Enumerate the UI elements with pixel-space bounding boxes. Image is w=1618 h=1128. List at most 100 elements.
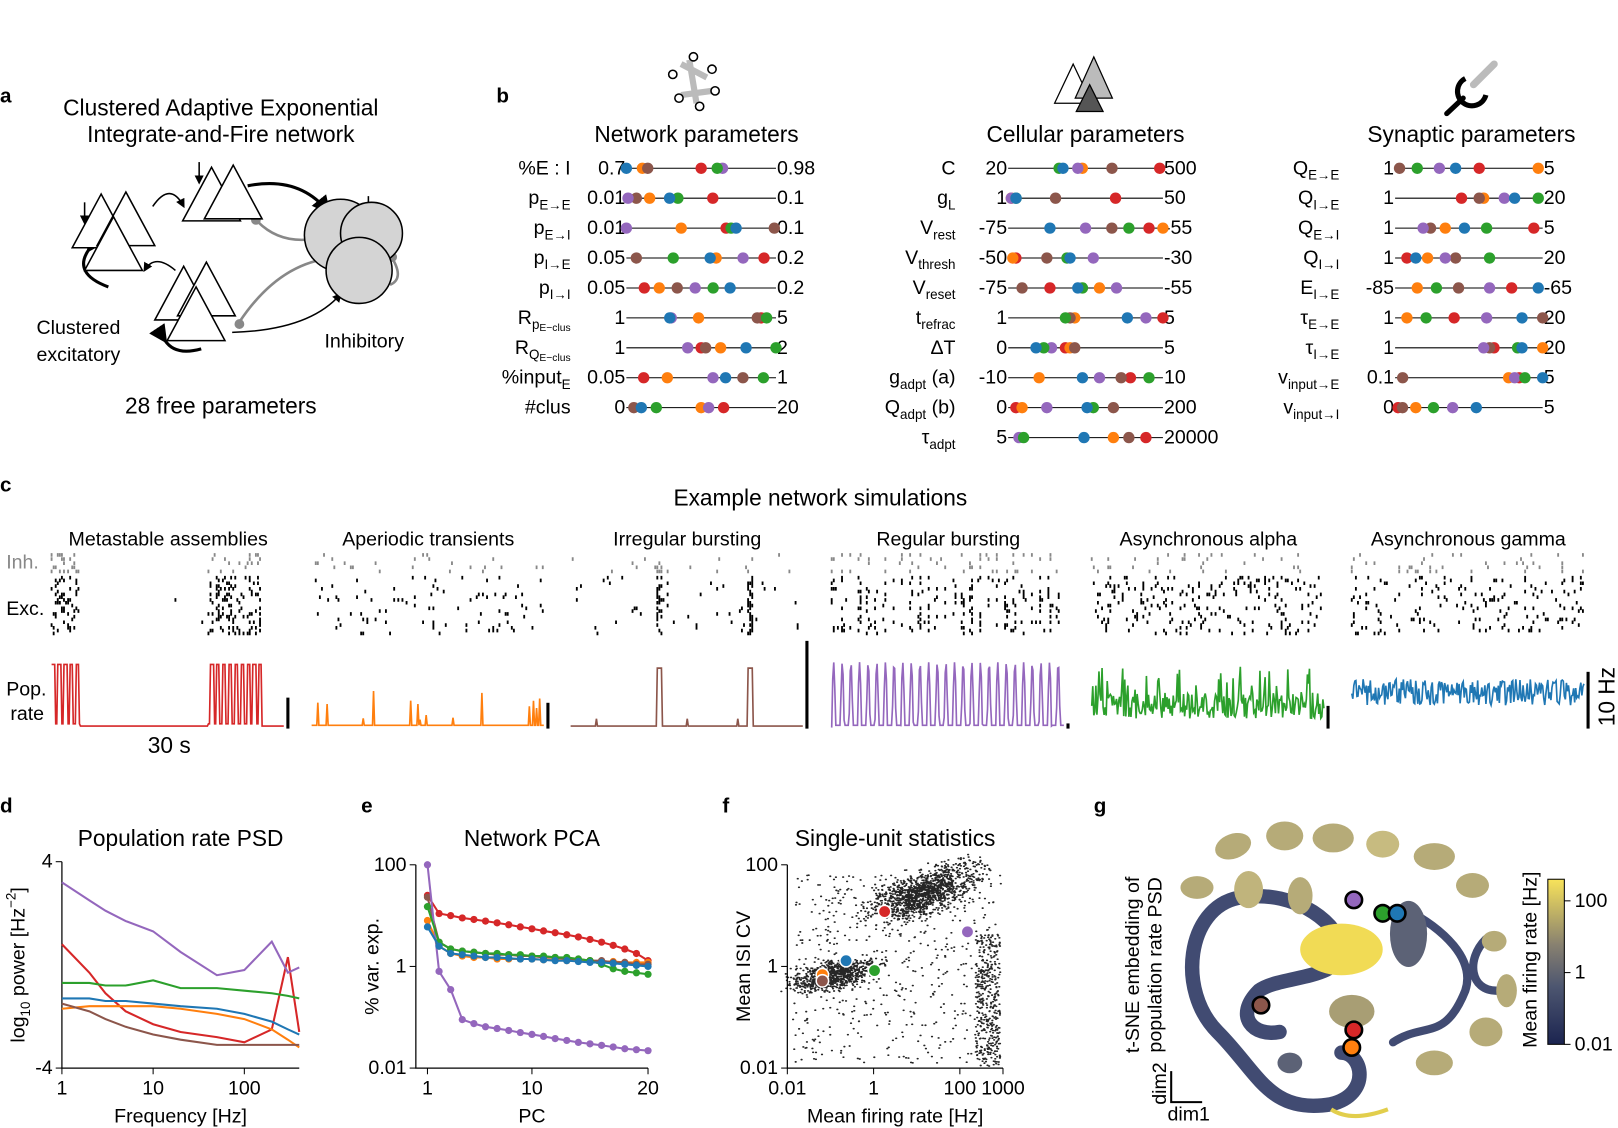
param-dot: [1016, 282, 1028, 294]
label-part: E→I: [545, 227, 571, 242]
label-part: V: [913, 277, 926, 299]
param-max: -30: [1164, 247, 1192, 269]
param-min: 0: [1383, 397, 1394, 419]
label-part: (a): [926, 367, 955, 389]
series-point: [493, 919, 501, 927]
series-point: [632, 969, 641, 977]
series-point: [481, 1023, 490, 1031]
unit-cloud: [780, 853, 1002, 1067]
label-part: refrac: [921, 317, 956, 332]
label-part: E→E: [1308, 317, 1339, 332]
series-point: [644, 962, 652, 971]
series-point: [458, 951, 466, 959]
label-part: rest: [933, 227, 956, 242]
param-dot: [638, 372, 650, 384]
param-dot: [1393, 162, 1406, 174]
param-label: RQE−clus: [515, 337, 571, 364]
series-point: [505, 921, 513, 929]
series-point: [551, 929, 559, 937]
param-dot: [1123, 431, 1135, 444]
series-line: [61, 1005, 300, 1049]
param-dot: [1508, 372, 1521, 384]
raster-inh: [50, 553, 261, 574]
y-label-text: log10 power [Hz−2]: [3, 887, 32, 1042]
param-dot: [1072, 282, 1084, 294]
raster-exc: [1350, 575, 1584, 636]
param-min: -75: [979, 277, 1007, 299]
param-dot: [653, 282, 665, 294]
series-point: [435, 909, 443, 918]
x-tick-label: 0.01: [768, 1078, 806, 1100]
param-dot: [699, 342, 712, 354]
param-dot: [630, 252, 643, 264]
dim-scale: [1170, 1071, 1203, 1104]
colorbar-label: Mean firing rate [Hz]: [1519, 872, 1541, 1048]
param-dot: [1109, 192, 1122, 204]
param-min: 5: [996, 427, 1007, 449]
param-label: vinput→I: [1283, 397, 1339, 422]
network-point: [839, 953, 854, 968]
series-point: [447, 949, 455, 958]
param-dot: [1093, 282, 1106, 294]
series-point: [563, 1036, 571, 1045]
network-marker: [1344, 890, 1364, 910]
param-dot: [1140, 312, 1152, 324]
param-dot: [663, 192, 676, 204]
param-dot: [1508, 192, 1521, 204]
param-min: -50: [979, 247, 1007, 269]
series-point: [528, 925, 536, 933]
series-point: [505, 1026, 513, 1035]
series-point: [632, 949, 641, 958]
series-point: [516, 1028, 524, 1037]
series-point: [609, 941, 617, 949]
series-point: [493, 1024, 501, 1033]
label-part: V: [905, 247, 918, 269]
param-dot: [1411, 162, 1423, 174]
param-min: 0: [996, 337, 1007, 359]
excitatory-label: excitatory: [36, 344, 120, 366]
param-label: C: [941, 157, 955, 179]
param-dot: [630, 192, 643, 204]
param-dot: [664, 312, 676, 324]
param-dot: [737, 252, 749, 264]
param-dot: [1157, 222, 1169, 234]
param-dot: [620, 162, 633, 174]
label-part: E−clus: [539, 323, 570, 334]
param-dot: [1528, 222, 1540, 234]
x-label: PC: [518, 1106, 545, 1128]
param-dot: [1123, 222, 1135, 234]
param-dot: [1452, 282, 1465, 294]
rate-trace: [311, 691, 544, 727]
label-part: log: [8, 1016, 30, 1042]
y-tick-label: 4: [42, 851, 53, 873]
label-part: adpt: [900, 406, 926, 421]
param-dot: [1417, 222, 1429, 234]
label-part: input→I: [1293, 406, 1339, 421]
sim-title: Irregular bursting: [613, 529, 761, 551]
label-part: p: [539, 277, 550, 299]
inh-label: Inh.: [6, 551, 39, 573]
param-max: 20: [1544, 187, 1566, 209]
param-min: 0.01: [587, 217, 625, 239]
label-part: v: [1283, 397, 1293, 419]
series-line: [61, 943, 301, 1044]
series-point: [621, 945, 629, 953]
series-point: [551, 957, 559, 965]
series-point: [563, 931, 571, 939]
series-point: [435, 967, 443, 975]
series-point: [423, 903, 432, 911]
group-title: Synaptic parameters: [1367, 121, 1575, 147]
label-part: power [Hz: [8, 908, 30, 1002]
param-dot: [1017, 431, 1030, 444]
param-min: 0: [614, 397, 625, 419]
param-dot: [1427, 401, 1440, 414]
param-dot: [1106, 162, 1118, 174]
param-max: 0.2: [777, 247, 804, 269]
param-dot: [1143, 222, 1155, 234]
rate-trace: [570, 667, 803, 727]
param-label: pE→I: [534, 217, 571, 242]
param-label: vinput→E: [1278, 367, 1339, 392]
param-min: 0: [996, 397, 1007, 419]
exc-label: Exc.: [6, 598, 44, 620]
